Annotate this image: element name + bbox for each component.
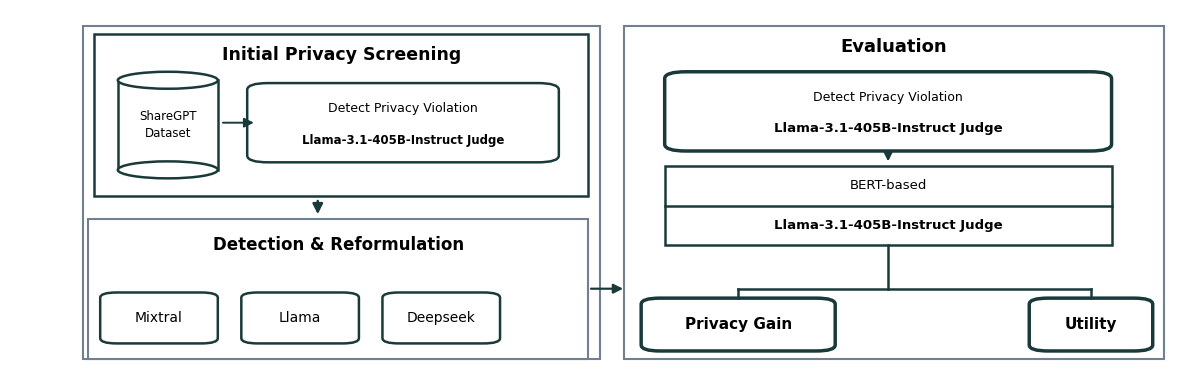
FancyBboxPatch shape xyxy=(101,293,218,343)
Text: Mixtral: Mixtral xyxy=(136,311,182,325)
FancyBboxPatch shape xyxy=(241,293,359,343)
Bar xyxy=(83,27,600,358)
FancyBboxPatch shape xyxy=(1030,298,1153,351)
Ellipse shape xyxy=(118,161,218,178)
Text: Llama-3.1-405B-Instruct Judge: Llama-3.1-405B-Instruct Judge xyxy=(774,122,1002,135)
Bar xyxy=(665,166,1111,245)
FancyBboxPatch shape xyxy=(665,72,1111,151)
Text: Detect Privacy Violation: Detect Privacy Violation xyxy=(814,90,962,104)
Text: Utility: Utility xyxy=(1064,317,1117,332)
Bar xyxy=(118,80,218,170)
Text: Llama-3.1-405B-Instruct Judge: Llama-3.1-405B-Instruct Judge xyxy=(302,134,504,147)
Ellipse shape xyxy=(118,72,218,89)
Text: Initial Privacy Screening: Initial Privacy Screening xyxy=(222,46,461,64)
Bar xyxy=(624,27,1164,358)
Text: Evaluation: Evaluation xyxy=(841,38,947,56)
Text: BERT-based: BERT-based xyxy=(850,179,926,192)
Text: Deepseek: Deepseek xyxy=(407,311,475,325)
Text: Privacy Gain: Privacy Gain xyxy=(684,317,792,332)
FancyBboxPatch shape xyxy=(641,298,835,351)
FancyBboxPatch shape xyxy=(383,293,500,343)
Bar xyxy=(89,219,588,358)
Text: Detect Privacy Violation: Detect Privacy Violation xyxy=(328,102,478,115)
Text: Llama-3.1-405B-Instruct Judge: Llama-3.1-405B-Instruct Judge xyxy=(774,219,1002,232)
FancyBboxPatch shape xyxy=(247,83,559,162)
Text: ShareGPT
Dataset: ShareGPT Dataset xyxy=(139,110,197,140)
Text: Llama: Llama xyxy=(278,311,322,325)
Bar xyxy=(95,34,588,196)
Text: Detection & Reformulation: Detection & Reformulation xyxy=(212,236,464,254)
